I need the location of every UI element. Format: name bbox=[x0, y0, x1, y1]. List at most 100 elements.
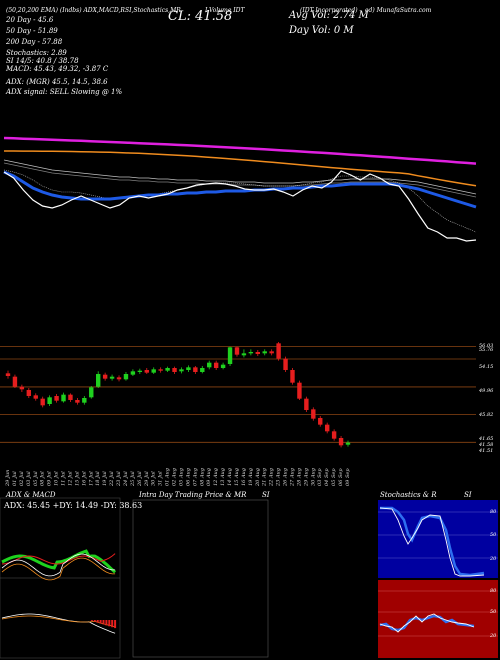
price-axis-label: 41.58 bbox=[479, 442, 494, 448]
price-panel bbox=[0, 342, 476, 448]
date-label: 15 Jul bbox=[74, 471, 80, 486]
date-label: 03 Sep bbox=[317, 468, 323, 486]
date-label: 29 Aug bbox=[303, 468, 309, 487]
date-label: 27 Aug bbox=[289, 468, 295, 487]
header-line-top-mid2: I-Volume IDT bbox=[205, 7, 245, 14]
candle-body bbox=[12, 376, 18, 387]
adx-line bbox=[1, 553, 116, 577]
ema200-label: 200 Day - 57.88 bbox=[6, 38, 63, 46]
candle-body bbox=[75, 400, 80, 403]
candle-body bbox=[276, 343, 281, 359]
sma-line-2 bbox=[3, 162, 477, 198]
date-label: 26 Aug bbox=[283, 468, 289, 487]
si-axis-label: 80 bbox=[490, 588, 497, 594]
date-label: 06 Aug bbox=[185, 468, 191, 486]
candle-body bbox=[255, 352, 260, 354]
macd-line bbox=[1, 613, 116, 634]
price-axis-label: 55.76 bbox=[479, 347, 494, 353]
stoch-si-title: SI bbox=[464, 491, 472, 499]
price-axis-label: 45.82 bbox=[479, 412, 494, 418]
date-label: 04 Sep bbox=[324, 468, 330, 486]
candle-body bbox=[68, 394, 73, 400]
candle-body bbox=[234, 347, 240, 355]
candle-body bbox=[283, 358, 288, 370]
candle-body bbox=[144, 370, 149, 373]
date-label: 14 Aug bbox=[227, 468, 233, 486]
adx-plus-di-line bbox=[1, 549, 117, 574]
date-label: 05 Aug bbox=[178, 468, 184, 486]
stoch-axis-label: 20 bbox=[490, 556, 497, 562]
si-panel bbox=[378, 580, 498, 658]
adx-signal-line bbox=[1, 557, 116, 581]
candle-body bbox=[102, 374, 108, 379]
stoch-axis-label: 50 bbox=[490, 532, 497, 538]
candle-body bbox=[172, 368, 177, 372]
bottom-panels bbox=[0, 497, 498, 659]
stochastics-label: Stochastics: 2.89 bbox=[6, 49, 67, 57]
macd-histogram-bar bbox=[93, 620, 96, 622]
candle-body bbox=[220, 364, 226, 368]
date-label: 16 Aug bbox=[241, 468, 247, 486]
candle-body bbox=[213, 362, 219, 368]
si-axis-label: 50 bbox=[490, 609, 497, 615]
candle-body bbox=[109, 376, 115, 379]
date-label: 12 Aug bbox=[213, 468, 219, 486]
date-label: 29 Jun bbox=[5, 470, 11, 487]
si-axis-label: 20 bbox=[490, 633, 497, 639]
ema20-label: 20 Day - 45.6 bbox=[6, 16, 54, 24]
candle-body bbox=[290, 370, 295, 383]
date-label: 22 Jul bbox=[109, 471, 115, 487]
date-label: 03 Jul bbox=[26, 471, 32, 486]
candle-body bbox=[130, 371, 136, 375]
candle-body bbox=[54, 396, 59, 401]
macd-histogram-bar bbox=[90, 620, 93, 621]
candle-body bbox=[116, 377, 122, 380]
stochastic-d-line bbox=[379, 507, 485, 577]
price-axis-label: 56.03 bbox=[479, 343, 494, 349]
candle-body bbox=[179, 369, 184, 372]
date-label: 11 Jul bbox=[61, 471, 67, 486]
price-axis-label: 54.15 bbox=[479, 364, 494, 370]
date-label: 18 Jul bbox=[95, 471, 101, 486]
candle-body bbox=[241, 353, 247, 356]
candle-body bbox=[82, 398, 87, 403]
candle-body bbox=[207, 362, 212, 368]
candle-body bbox=[200, 368, 205, 372]
candle-body bbox=[123, 374, 129, 380]
macd-histogram-bar bbox=[108, 620, 111, 627]
adx-macd-title: ADX & MACD bbox=[6, 491, 56, 499]
adx-minus-di-line bbox=[1, 553, 116, 565]
date-label: 02 Aug bbox=[172, 468, 178, 486]
ema50-label: 50 Day - 51.89 bbox=[6, 27, 58, 35]
date-label: 23 Jul bbox=[116, 471, 122, 487]
date-label: 06 Sep bbox=[338, 468, 344, 486]
date-label: 01 Jul bbox=[12, 471, 18, 486]
candle-body bbox=[61, 394, 66, 402]
date-label: 31 Jul bbox=[158, 471, 164, 486]
day-vol: Day Vol: 0 M bbox=[289, 25, 354, 36]
date-label: 30 Jul bbox=[151, 471, 157, 486]
header-line-top: (50,20,200 EMA) (Indbs) ADX,MACD,R bbox=[6, 7, 125, 14]
candle-body bbox=[304, 398, 309, 410]
header-line-top-far: ed) MunafaSutra.com bbox=[365, 7, 432, 14]
date-label: 23 Aug bbox=[276, 468, 282, 487]
date-label: 09 Sep bbox=[345, 468, 351, 486]
macd-signal-line bbox=[1, 615, 116, 628]
date-label: 25 Jul bbox=[130, 471, 136, 487]
date-axis: 29 Jun 01 Jul 02 Jul 03 Jul 05 Jul 08 Jul 09 J… bbox=[5, 468, 351, 487]
date-label: 10 Jul bbox=[54, 471, 60, 486]
price-axis-label: 41.65 bbox=[479, 436, 494, 442]
intraday-title: Intra Day Trading Price & MR bbox=[139, 491, 247, 499]
date-label: 08 Aug bbox=[199, 468, 205, 486]
ema50-line bbox=[4, 150, 477, 187]
date-label: 16 Jul bbox=[81, 471, 87, 486]
macd-histogram-bar bbox=[114, 620, 117, 629]
date-label: 20 Aug bbox=[255, 468, 261, 487]
macd-histogram-bar bbox=[102, 620, 105, 625]
date-label: 22 Aug bbox=[269, 468, 275, 487]
date-label: 05 Jul bbox=[33, 471, 39, 486]
date-label: 05 Sep bbox=[331, 468, 337, 486]
date-label: 19 Aug bbox=[248, 468, 254, 486]
candle-body bbox=[151, 369, 156, 373]
